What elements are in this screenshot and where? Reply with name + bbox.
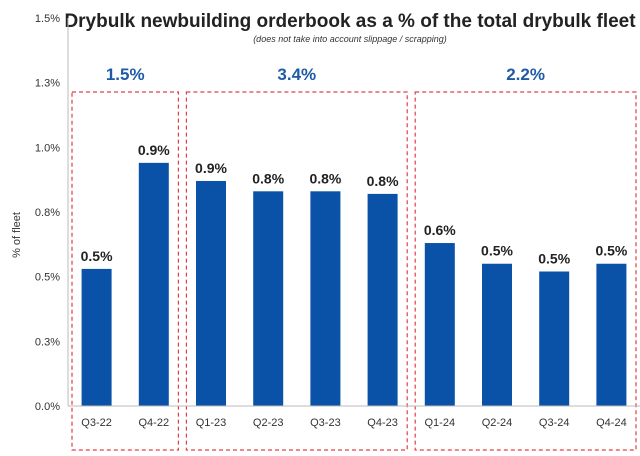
group-box <box>185 91 408 451</box>
bar <box>482 263 512 406</box>
group-total-label: 3.4% <box>277 65 316 84</box>
data-label: 0.5% <box>481 243 513 259</box>
x-tick-label: Q2-24 <box>482 417 513 429</box>
y-tick-label: 0.0% <box>35 401 60 413</box>
bar <box>424 243 455 406</box>
y-axis-label: % of fleet <box>11 212 23 258</box>
group-total-label: 2.2% <box>506 65 545 84</box>
x-tick-label: Q3-22 <box>81 417 112 429</box>
y-tick-label: 1.5% <box>35 13 60 25</box>
data-label: 0.9% <box>195 160 227 176</box>
y-tick-label: 0.5% <box>35 272 60 284</box>
bar <box>310 191 341 406</box>
group-total-label: 1.5% <box>106 65 145 84</box>
y-tick-label: 1.3% <box>35 78 60 90</box>
data-label: 0.5% <box>81 248 113 264</box>
x-tick-label: Q4-24 <box>596 417 627 429</box>
group-box <box>71 91 180 451</box>
bar <box>539 271 570 406</box>
y-tick-label: 1.0% <box>35 142 60 154</box>
bar <box>138 162 169 406</box>
y-tick-label: 0.3% <box>35 336 60 348</box>
x-tick-label: Q2-23 <box>253 417 284 429</box>
x-tick-label: Q4-22 <box>139 417 170 429</box>
bar <box>596 263 627 406</box>
x-tick-label: Q1-23 <box>196 417 227 429</box>
chart-title: Drybulk newbuilding orderbook as a % of … <box>64 11 636 32</box>
x-tick-label: Q3-23 <box>310 417 341 429</box>
x-tick-label: Q1-24 <box>425 417 456 429</box>
bar <box>253 191 284 406</box>
data-label: 0.9% <box>138 142 170 158</box>
x-tick-label: Q4-23 <box>367 417 398 429</box>
data-label: 0.6% <box>424 222 456 238</box>
y-tick-label: 0.8% <box>35 207 60 219</box>
bar <box>81 268 112 406</box>
x-tick-label: Q3-24 <box>539 417 570 429</box>
group-box <box>414 91 637 451</box>
data-label: 0.5% <box>595 243 627 259</box>
data-label: 0.8% <box>252 170 284 186</box>
data-label: 0.8% <box>367 173 399 189</box>
data-label: 0.8% <box>309 170 341 186</box>
data-label: 0.5% <box>538 250 570 266</box>
chart-subtitle: (does not take into account slippage / s… <box>253 34 447 44</box>
bar <box>196 180 226 406</box>
bar <box>367 193 398 406</box>
